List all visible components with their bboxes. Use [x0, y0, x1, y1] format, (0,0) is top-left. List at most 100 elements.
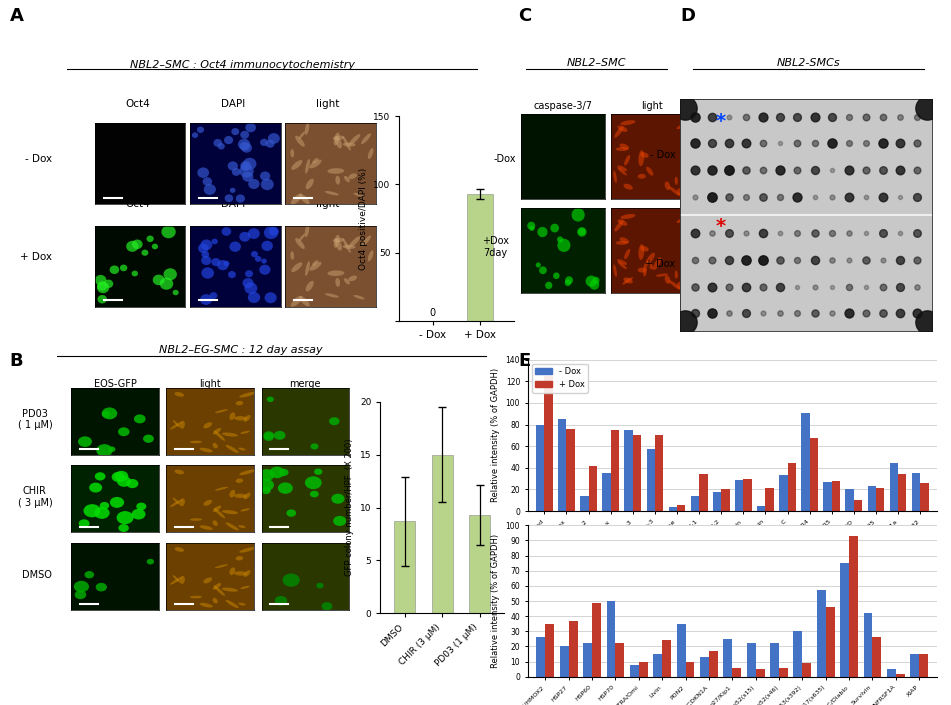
- Point: [841, 111, 856, 123]
- Point: [790, 228, 805, 239]
- Text: DMSO: DMSO: [23, 570, 52, 580]
- Ellipse shape: [333, 135, 344, 140]
- Bar: [735, 479, 744, 511]
- Circle shape: [75, 590, 87, 599]
- Point: [739, 164, 754, 176]
- Ellipse shape: [222, 587, 238, 591]
- Point: [773, 191, 788, 202]
- Circle shape: [100, 502, 109, 509]
- Circle shape: [527, 221, 535, 230]
- Bar: [544, 376, 553, 511]
- Point: [824, 307, 839, 319]
- Circle shape: [240, 142, 249, 151]
- Point: [875, 164, 890, 176]
- Ellipse shape: [305, 178, 314, 190]
- Ellipse shape: [305, 159, 310, 173]
- Bar: [569, 620, 577, 677]
- Bar: [721, 489, 729, 511]
- Point: [806, 307, 822, 319]
- Circle shape: [132, 240, 143, 249]
- Ellipse shape: [640, 152, 649, 158]
- Circle shape: [227, 161, 238, 171]
- Ellipse shape: [342, 238, 351, 253]
- Ellipse shape: [213, 428, 222, 434]
- Circle shape: [126, 241, 139, 252]
- Point: [756, 255, 771, 266]
- Circle shape: [173, 290, 179, 295]
- Ellipse shape: [349, 236, 360, 247]
- Ellipse shape: [354, 295, 365, 300]
- Point: [841, 255, 856, 266]
- Circle shape: [109, 265, 119, 274]
- Circle shape: [236, 195, 245, 203]
- Circle shape: [251, 251, 258, 257]
- Ellipse shape: [229, 568, 235, 575]
- Ellipse shape: [299, 296, 310, 306]
- Ellipse shape: [215, 486, 228, 491]
- Text: *: *: [715, 217, 726, 236]
- Circle shape: [274, 431, 285, 440]
- Point: [892, 138, 907, 149]
- Circle shape: [218, 143, 224, 149]
- Bar: [470, 515, 490, 613]
- Ellipse shape: [624, 155, 631, 166]
- Circle shape: [557, 236, 563, 243]
- Ellipse shape: [239, 525, 245, 528]
- Ellipse shape: [646, 252, 655, 264]
- Circle shape: [331, 493, 344, 504]
- Ellipse shape: [213, 583, 222, 589]
- Text: C: C: [518, 7, 532, 25]
- Circle shape: [160, 278, 173, 290]
- Ellipse shape: [175, 470, 184, 474]
- Circle shape: [258, 479, 274, 491]
- Circle shape: [240, 232, 250, 242]
- Ellipse shape: [214, 508, 225, 518]
- Circle shape: [565, 276, 573, 284]
- Circle shape: [248, 228, 260, 239]
- Circle shape: [89, 483, 102, 493]
- Ellipse shape: [614, 220, 624, 231]
- Ellipse shape: [215, 409, 228, 413]
- Ellipse shape: [229, 490, 235, 498]
- Bar: [639, 661, 648, 677]
- Bar: [876, 489, 884, 511]
- Ellipse shape: [676, 218, 685, 223]
- Point: [824, 255, 839, 266]
- Ellipse shape: [243, 570, 250, 577]
- Ellipse shape: [619, 144, 630, 149]
- Circle shape: [78, 436, 92, 447]
- Ellipse shape: [291, 160, 302, 170]
- Ellipse shape: [241, 431, 250, 434]
- Ellipse shape: [225, 600, 239, 608]
- Bar: [536, 637, 545, 677]
- Text: E: E: [518, 352, 531, 371]
- Ellipse shape: [325, 293, 339, 298]
- Ellipse shape: [213, 505, 222, 512]
- Point: [909, 228, 924, 239]
- Ellipse shape: [617, 262, 627, 269]
- Ellipse shape: [239, 603, 245, 606]
- Point: [722, 164, 737, 176]
- Point: [858, 138, 873, 149]
- Circle shape: [590, 280, 599, 290]
- Circle shape: [241, 161, 251, 171]
- Y-axis label: GFP colony number/HPF  (X 200): GFP colony number/HPF (X 200): [345, 439, 355, 577]
- Point: [756, 307, 771, 319]
- Ellipse shape: [309, 262, 321, 271]
- Point: [875, 191, 890, 202]
- Point: [875, 281, 890, 292]
- Ellipse shape: [665, 275, 670, 284]
- Point: [756, 164, 771, 176]
- Ellipse shape: [200, 603, 213, 608]
- Circle shape: [317, 583, 323, 589]
- Bar: [602, 473, 611, 511]
- Ellipse shape: [624, 184, 632, 190]
- Ellipse shape: [240, 470, 256, 475]
- Point: [722, 307, 737, 319]
- Circle shape: [197, 167, 209, 178]
- Ellipse shape: [334, 133, 340, 145]
- Bar: [898, 474, 906, 511]
- Circle shape: [266, 397, 274, 402]
- Ellipse shape: [653, 257, 661, 270]
- Text: 0: 0: [430, 308, 436, 318]
